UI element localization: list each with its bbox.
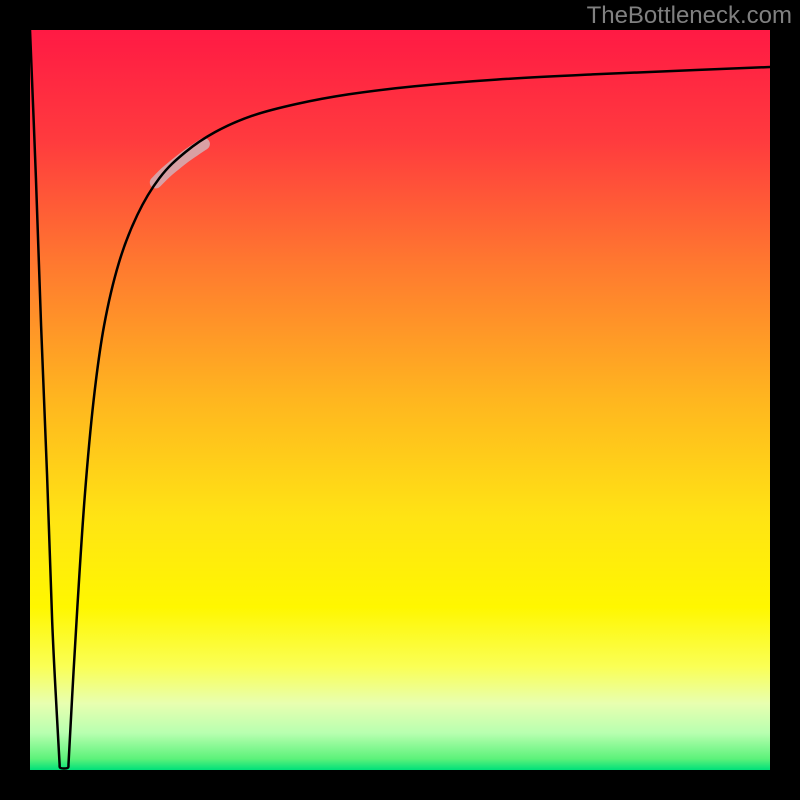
plot-background-gradient <box>30 30 770 770</box>
watermark-text: TheBottleneck.com <box>587 2 792 30</box>
bottleneck-chart <box>0 0 800 800</box>
